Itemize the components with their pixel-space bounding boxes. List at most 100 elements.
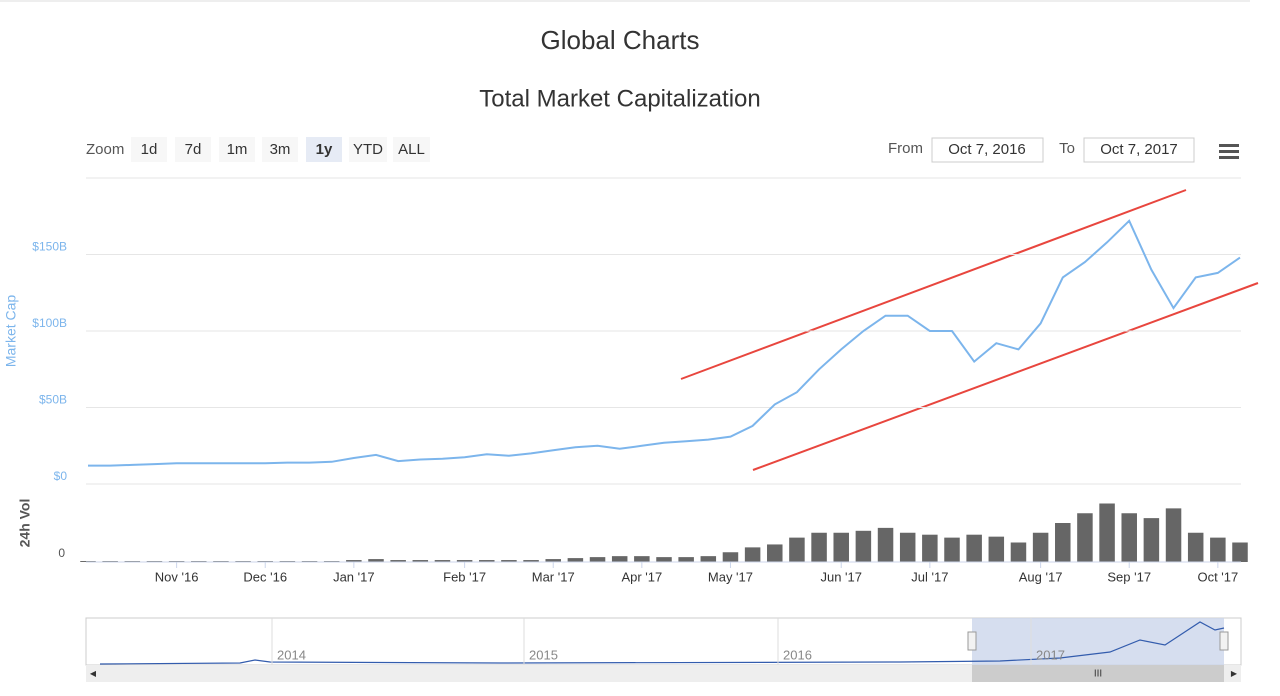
volume-axis-title: 24h Vol: [17, 499, 33, 548]
to-input[interactable]: [1083, 137, 1195, 163]
market-cap-line: [88, 219, 1241, 467]
zoom-button-label: 3m: [270, 141, 291, 158]
volume-bar: [523, 560, 539, 562]
scrollbar-grip: III: [1094, 669, 1102, 680]
navigator-label: 2014: [277, 647, 306, 662]
zoom-button[interactable]: [262, 137, 298, 162]
zoom-button-label: ALL: [398, 141, 425, 158]
volume-bar: [567, 558, 584, 562]
navigator-handle[interactable]: [1219, 631, 1229, 651]
volume-bar: [922, 534, 938, 562]
x-tick-label: Oct '17: [1197, 569, 1238, 584]
zoom-button[interactable]: [306, 137, 342, 162]
volume-bar: [456, 560, 473, 562]
volume-bar: [1121, 513, 1137, 562]
to-label: To: [1059, 140, 1075, 157]
volume-bar: [1232, 542, 1248, 562]
volume-bar: [855, 530, 872, 562]
volume-bar: [700, 556, 717, 562]
from-input[interactable]: [931, 137, 1044, 163]
zoom-button-label: YTD: [353, 141, 383, 158]
volume-bar: [767, 544, 783, 562]
page-title: Global Charts: [541, 25, 700, 55]
volume-bar: [346, 560, 362, 562]
volume-bar: [501, 560, 517, 562]
volume-bar: [1077, 513, 1093, 562]
navigator-label: 2017: [1036, 647, 1065, 662]
zoom-button[interactable]: [349, 137, 387, 162]
x-tick-label: Jun '17: [820, 569, 862, 584]
volume-bar: [1099, 503, 1115, 562]
x-tick-label: Mar '17: [532, 569, 575, 584]
navigator-label: 2016: [783, 647, 812, 662]
menu-button[interactable]: [1219, 144, 1239, 159]
volume-bar: [390, 560, 406, 562]
volume-bar: [789, 537, 805, 562]
volume-bar: [966, 534, 982, 562]
navigator-line: [99, 621, 1225, 665]
volume-bar: [611, 556, 628, 562]
zoom-button[interactable]: [175, 137, 211, 162]
trend-line: [752, 282, 1259, 471]
x-tick-label: Sep '17: [1107, 569, 1151, 584]
zoom-button-label: 7d: [185, 141, 202, 158]
from-label: From: [888, 140, 923, 157]
volume-bar: [678, 557, 694, 562]
navigator-handle[interactable]: [967, 631, 977, 651]
chart-title: Total Market Capitalization: [479, 85, 760, 112]
zoom-button-label: 1m: [227, 141, 248, 158]
volume-bar: [722, 552, 739, 562]
volume-bar: [1143, 518, 1160, 562]
to-date: Oct 7, 2017: [1100, 141, 1178, 158]
y-tick-label: $100B: [32, 316, 67, 330]
volume-bar: [833, 532, 849, 562]
y-tick-label: $150B: [32, 240, 67, 254]
x-tick-label: Jan '17: [333, 569, 375, 584]
scrollbar-thumb[interactable]: [972, 665, 1224, 682]
x-tick-label: Feb '17: [443, 569, 486, 584]
volume-bar: [1210, 537, 1226, 562]
zoom-button[interactable]: [393, 137, 430, 162]
y-tick-label: $0: [54, 469, 68, 483]
volume-bar: [988, 536, 1005, 562]
volume-bar: [944, 537, 960, 562]
volume-bar: [1010, 542, 1027, 562]
volume-bar: [1032, 532, 1049, 562]
volume-bar: [1187, 532, 1204, 562]
navigator-label: 2015: [529, 647, 558, 662]
volume-bar: [1165, 508, 1182, 562]
x-tick-label: Apr '17: [621, 569, 662, 584]
zoom-button[interactable]: [131, 137, 167, 162]
trend-line: [680, 189, 1187, 380]
volume-bar: [434, 560, 451, 562]
y-axis-title: Market Cap: [3, 295, 19, 368]
scroll-right[interactable]: ▶: [1231, 669, 1238, 678]
x-tick-label: May '17: [708, 569, 753, 584]
volume-bar: [656, 557, 672, 562]
volume-bar: [479, 560, 495, 562]
volume-tick-label: 0: [58, 546, 65, 560]
zoom-button-label: 1d: [141, 141, 158, 158]
x-tick-label: Nov '16: [155, 569, 199, 584]
volume-bar: [634, 556, 650, 562]
volume-bar: [412, 560, 429, 562]
navigator-selection: [972, 618, 1224, 665]
x-tick-label: Jul '17: [911, 569, 948, 584]
volume-bar: [744, 547, 761, 562]
zoom-button-label: 1y: [316, 141, 333, 158]
x-tick-label: Aug '17: [1019, 569, 1063, 584]
zoom-label: Zoom: [86, 141, 124, 158]
scroll-left[interactable]: ◀: [90, 669, 97, 678]
volume-bar: [545, 559, 561, 562]
volume-bar: [899, 532, 916, 562]
from-date: Oct 7, 2016: [948, 141, 1026, 158]
volume-bar: [877, 527, 894, 562]
volume-bar: [811, 532, 827, 562]
menu-bar: [1219, 144, 1239, 147]
volume-bar: [368, 559, 384, 562]
menu-bar: [1219, 150, 1239, 153]
scrollbar-track: [86, 665, 1241, 682]
navigator[interactable]: III ◀ ▶: [85, 617, 1242, 682]
zoom-button[interactable]: [219, 137, 255, 162]
